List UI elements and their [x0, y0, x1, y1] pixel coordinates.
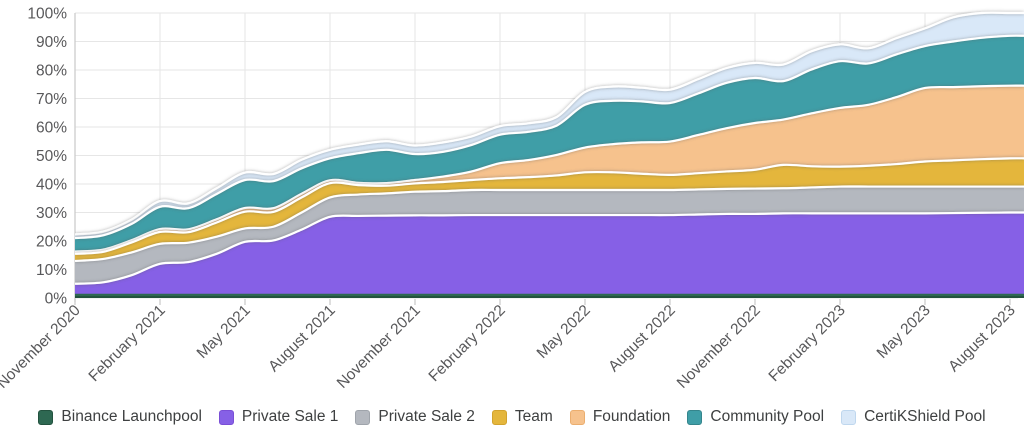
area-outline-team: [75, 157, 1024, 255]
x-axis-labels: November 2020 February 2021 May 2021 August…: [0, 302, 1019, 392]
legend-label: CertiKShield Pool: [864, 408, 986, 425]
legend-item-community-pool[interactable]: Community Pool: [687, 408, 824, 426]
y-axis-labels: 0% 10% 20% 30% 40% 50% 60% 70% 80% 90% 100%: [27, 6, 67, 308]
stacked-area-chart[interactable]: 0% 10% 20% 30% 40% 50% 60% 70% 80% 90% 100% Novembe…: [0, 0, 1024, 400]
legend-label: Private Sale 1: [241, 408, 339, 425]
legend-label: Binance Launchpool: [61, 408, 202, 425]
legend-item-private-sale-2[interactable]: Private Sale 2: [355, 408, 475, 426]
x-axis-label: May 2022: [534, 302, 594, 362]
legend-label: Community Pool: [710, 408, 825, 425]
x-axis-label: November 2020: [0, 302, 84, 392]
legend-item-binance-launchpool[interactable]: Binance Launchpool: [38, 408, 202, 426]
area-outline-private-sale-1: [75, 211, 1024, 285]
legend-label: Team: [514, 408, 553, 425]
y-axis-label: 70%: [36, 91, 67, 108]
x-axis-label: August 2023: [945, 302, 1019, 376]
legend-swatch-icon: [569, 409, 585, 425]
legend-swatch-icon: [687, 409, 703, 425]
x-axis-label: February 2022: [426, 302, 509, 385]
x-axis-label: August 2021: [265, 302, 339, 376]
area-outline-private-sale-2: [75, 185, 1024, 263]
x-axis-label: August 2022: [605, 302, 679, 376]
chart-legend: Binance Launchpool Private Sale 1 Privat…: [0, 400, 1024, 434]
y-axis-label: 0%: [45, 291, 68, 308]
y-axis-label: 20%: [36, 234, 67, 251]
x-axis-label: May 2023: [874, 302, 934, 362]
x-axis-label: February 2021: [86, 302, 169, 385]
legend-swatch-icon: [38, 409, 54, 425]
y-axis-label: 90%: [36, 34, 67, 51]
y-axis-label: 80%: [36, 63, 67, 80]
x-axis-label: May 2021: [194, 302, 254, 362]
legend-swatch-icon: [841, 409, 857, 425]
y-axis-label: 60%: [36, 120, 67, 137]
x-axis-label: November 2022: [674, 302, 764, 392]
legend-label: Private Sale 2: [378, 408, 475, 425]
legend-swatch-icon: [491, 409, 507, 425]
y-axis-label: 30%: [36, 205, 67, 222]
token-release-chart[interactable]: 0% 10% 20% 30% 40% 50% 60% 70% 80% 90% 100% Novembe…: [0, 0, 1024, 400]
y-axis-label: 10%: [36, 262, 67, 279]
legend-label: Foundation: [592, 408, 671, 425]
area-outline-community-pool: [75, 34, 1024, 240]
y-axis-label: 40%: [36, 177, 67, 194]
area-outline-certikshield-pool: [75, 11, 1024, 236]
area-private-sale-1: [75, 212, 1024, 298]
legend-item-certikshield-pool[interactable]: CertiKShield Pool: [841, 408, 986, 426]
y-axis-label: 100%: [27, 6, 67, 23]
x-axis-label: February 2023: [766, 302, 849, 385]
y-axis-label: 50%: [36, 148, 67, 165]
area-outline-foundation: [75, 84, 1024, 253]
legend-item-private-sale-1[interactable]: Private Sale 1: [218, 408, 339, 426]
area-layers: [75, 11, 1024, 299]
legend-swatch-icon: [218, 409, 234, 425]
x-tick-marks: [74, 299, 1011, 305]
x-axis-label: November 2021: [334, 302, 424, 392]
legend-swatch-icon: [355, 409, 371, 425]
legend-item-team[interactable]: Team: [491, 408, 553, 426]
legend-item-foundation[interactable]: Foundation: [569, 408, 671, 426]
